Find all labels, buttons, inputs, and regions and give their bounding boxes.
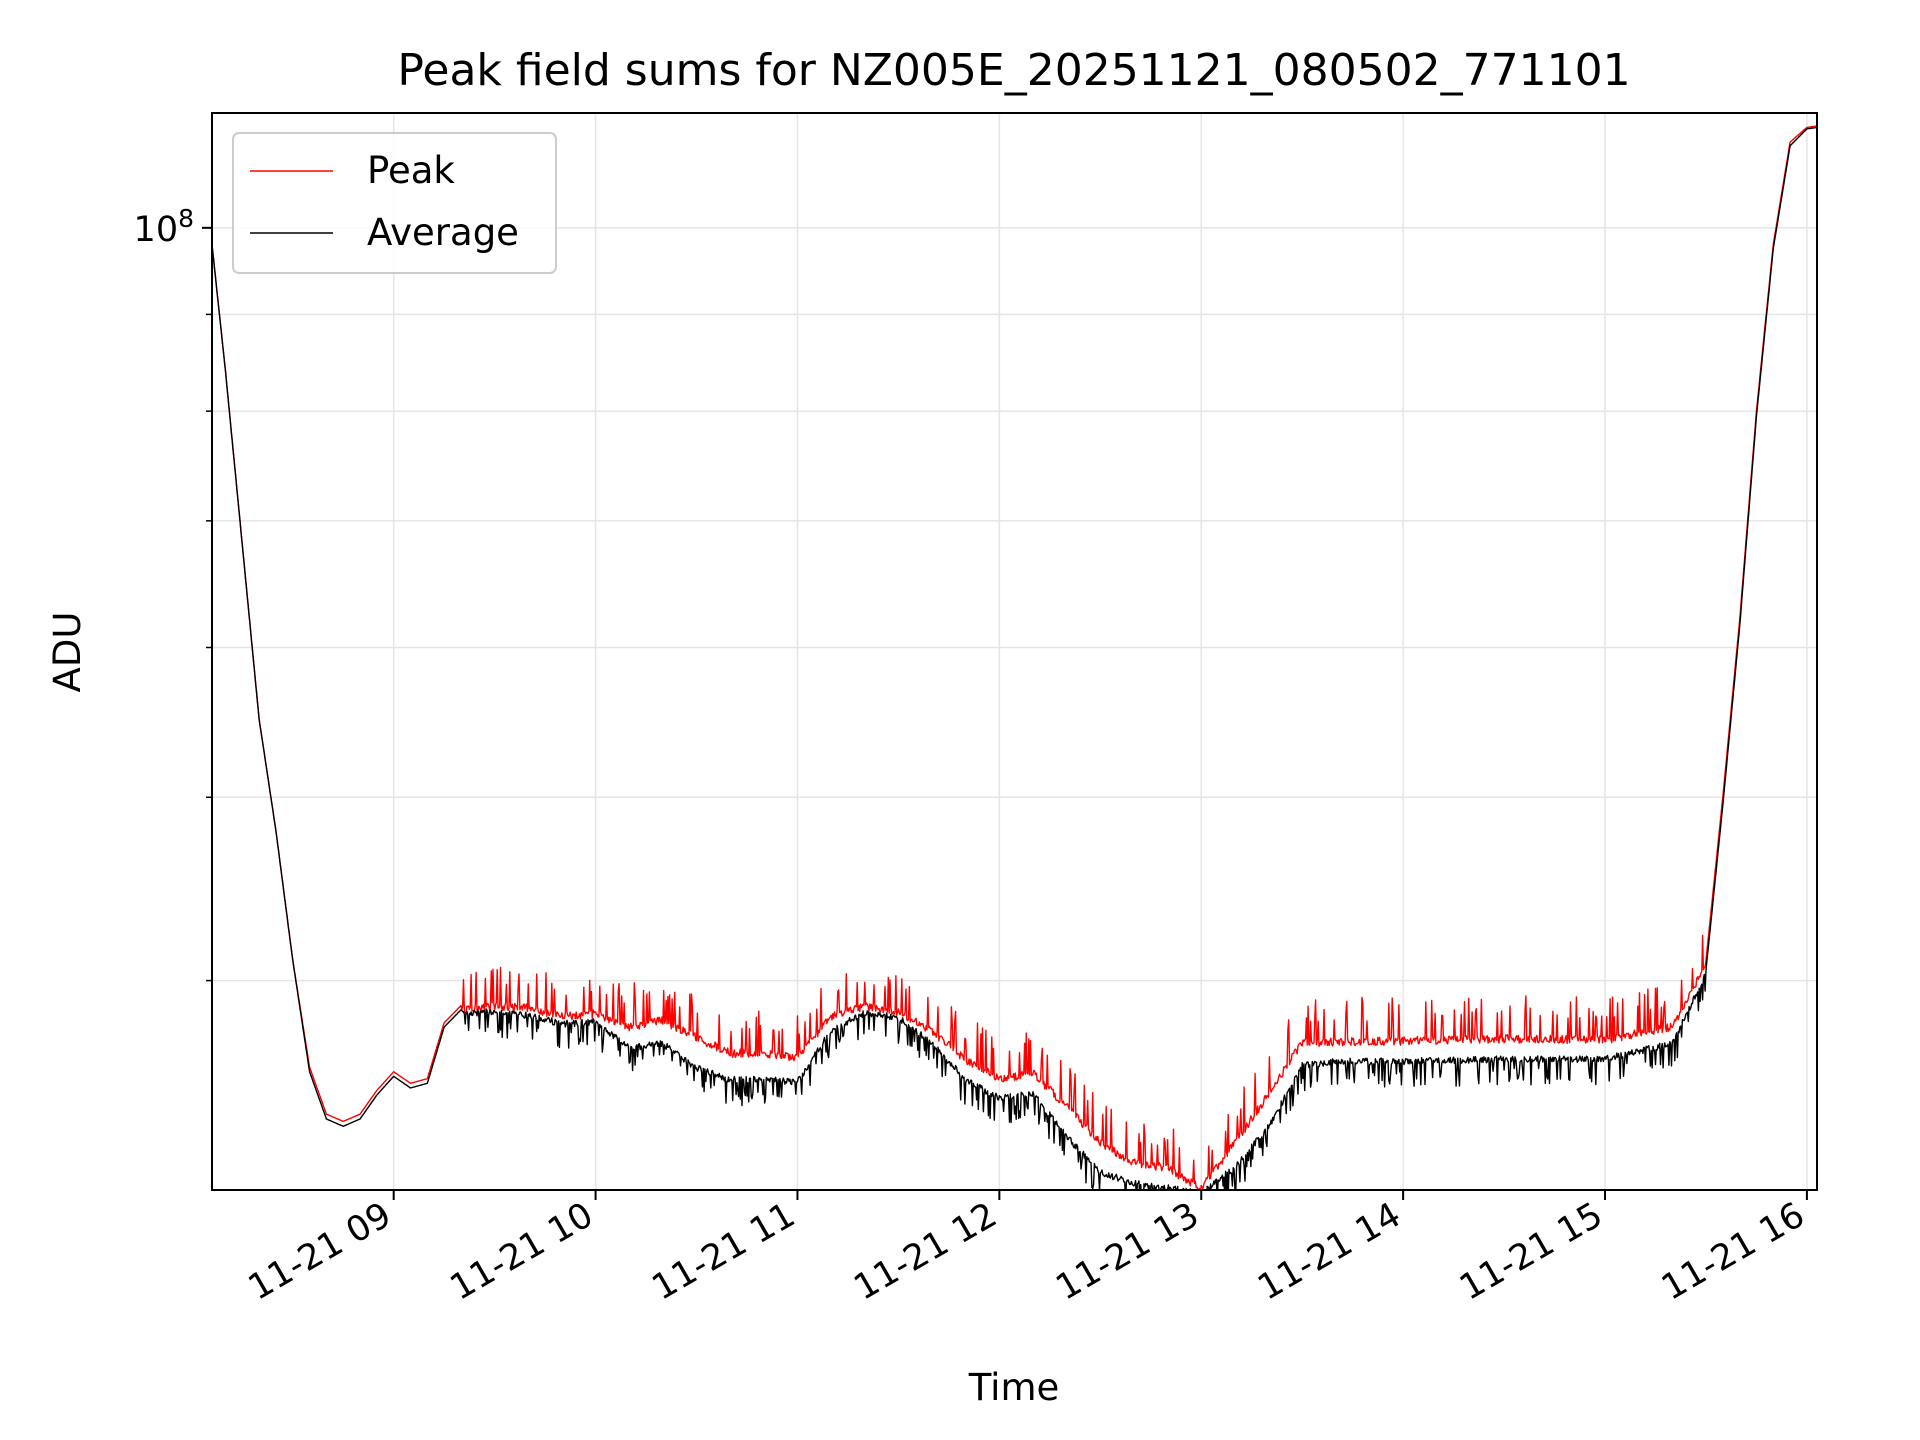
legend-label-average: Average (367, 211, 519, 254)
series-layer (212, 125, 1817, 1190)
y-tick-label: 108 (134, 204, 194, 250)
legend-box (232, 132, 557, 274)
grid (212, 113, 1817, 1190)
y-tick-exponent: 8 (178, 204, 194, 233)
y-axis-label: ADU (46, 612, 89, 693)
plot-frame (211, 112, 1818, 1191)
series-peak-line (212, 125, 1817, 1190)
legend-label-peak: Peak (367, 149, 455, 192)
y-tick-base: 10 (134, 210, 179, 250)
x-axis-label: Time (968, 1366, 1060, 1409)
series-average-line (212, 126, 1817, 1190)
chart-title: Peak field sums for NZ005E_20251121_0805… (397, 45, 1630, 96)
legend: Peak Average (232, 132, 557, 274)
